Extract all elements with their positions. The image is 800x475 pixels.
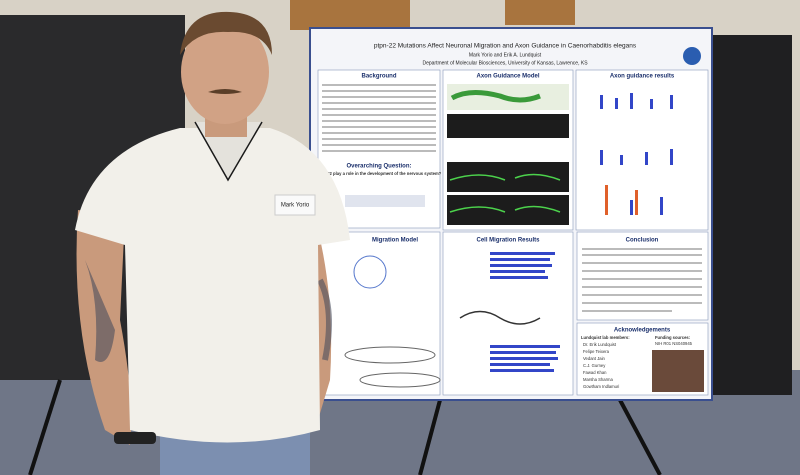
member-name: C.J. Gurney	[583, 363, 606, 368]
bar-figure	[620, 155, 623, 165]
text-line	[322, 102, 436, 104]
question-text: ptpn-22 play a role in the development o…	[317, 171, 442, 176]
section-title: Migration Model	[372, 238, 418, 244]
diagram	[459, 310, 541, 325]
member-name: Felipe Teixera	[583, 349, 610, 354]
section-title: Axon guidance results	[610, 74, 675, 80]
member-name: Dr. Erik Lundquist	[583, 342, 617, 347]
member-name: Fawad Khan	[583, 370, 607, 375]
mustache	[208, 89, 242, 94]
bracelet	[114, 432, 156, 444]
bar-figure	[630, 93, 633, 109]
tattoo	[317, 278, 332, 361]
easel-leg	[618, 399, 662, 475]
face	[181, 20, 269, 124]
neuron-trace	[449, 173, 561, 213]
group-photo	[652, 350, 704, 392]
diagram	[359, 372, 441, 388]
bar-figure	[490, 345, 560, 348]
bar-figure	[670, 95, 673, 109]
bar-figure	[650, 99, 653, 109]
poster-title: ptpn-22 Mutations Affect Neuronal Migrat…	[374, 43, 637, 50]
bar-figure	[490, 252, 555, 255]
text-line	[322, 108, 436, 110]
figure	[345, 195, 425, 207]
section-title: Conclusion	[626, 238, 659, 244]
bar-figure	[605, 185, 608, 215]
text-line	[582, 302, 702, 304]
bar-figure	[490, 276, 548, 279]
text-line	[582, 270, 702, 272]
member-name: Gowtham Indlamuri	[583, 384, 619, 389]
bar-figure	[600, 150, 603, 165]
panel	[575, 69, 709, 231]
micrograph	[447, 114, 569, 138]
text-line	[582, 254, 702, 256]
bar-figure	[490, 363, 550, 366]
bar-figure	[490, 351, 556, 354]
poster-authors: Mark Yorio and Erik A. Lundquist	[469, 52, 542, 58]
section-title: Overarching Question:	[346, 164, 411, 170]
bar-figure	[660, 197, 663, 215]
hair	[180, 11, 272, 55]
diagram	[344, 346, 436, 364]
text-line	[322, 126, 436, 128]
bar-figure	[615, 98, 618, 109]
easel-leg	[28, 379, 62, 475]
ack-heading: Funding sources:	[655, 335, 690, 340]
panel	[319, 231, 441, 396]
bar-figure	[490, 357, 558, 360]
text-line	[322, 120, 436, 122]
text-line	[582, 262, 702, 264]
text-line	[582, 294, 702, 296]
text-line	[322, 144, 436, 146]
text-line	[322, 114, 436, 116]
worm-figure	[450, 90, 541, 103]
text-line	[322, 150, 436, 152]
bar-figure	[490, 369, 554, 372]
text-line	[582, 248, 702, 250]
micrograph	[447, 195, 569, 225]
section-title: Acknowledgements	[614, 328, 671, 334]
text-line	[322, 90, 436, 92]
text-line	[582, 278, 702, 280]
diagram	[353, 255, 387, 289]
logo	[683, 47, 701, 65]
display-board	[712, 35, 792, 395]
section-title: Background	[361, 74, 396, 80]
member-name: Marsha Sharma	[583, 377, 613, 382]
easel-leg	[418, 399, 442, 475]
text-line	[582, 286, 702, 288]
panel	[576, 231, 709, 321]
section-title: Axon Guidance Model	[476, 74, 539, 80]
text-line	[322, 138, 436, 140]
bar-figure	[490, 258, 550, 261]
text-line	[322, 84, 436, 86]
door	[505, 0, 575, 25]
bar-figure	[490, 270, 545, 273]
bar-figure	[630, 200, 633, 215]
funding-text: NIH R01 NS040945	[655, 341, 693, 346]
bar-figure	[600, 95, 603, 109]
name-tag	[274, 194, 316, 216]
text-line	[582, 310, 672, 312]
text-line	[322, 132, 436, 134]
tattoo	[85, 260, 115, 362]
member-name: Vedant Jain	[583, 356, 606, 361]
bar-figure	[635, 190, 638, 215]
bar-figure	[490, 264, 552, 267]
poster-affiliation: Department of Molecular Biosciences, Uni…	[422, 60, 588, 66]
bar-figure	[645, 152, 648, 165]
bar-figure	[670, 149, 673, 165]
door	[290, 0, 410, 30]
ack-heading: Lundquist lab members:	[581, 335, 630, 340]
text-line	[322, 96, 436, 98]
name-tag-text: Mark Yorio	[281, 203, 310, 209]
section-title: Cell Migration Results	[476, 238, 540, 244]
